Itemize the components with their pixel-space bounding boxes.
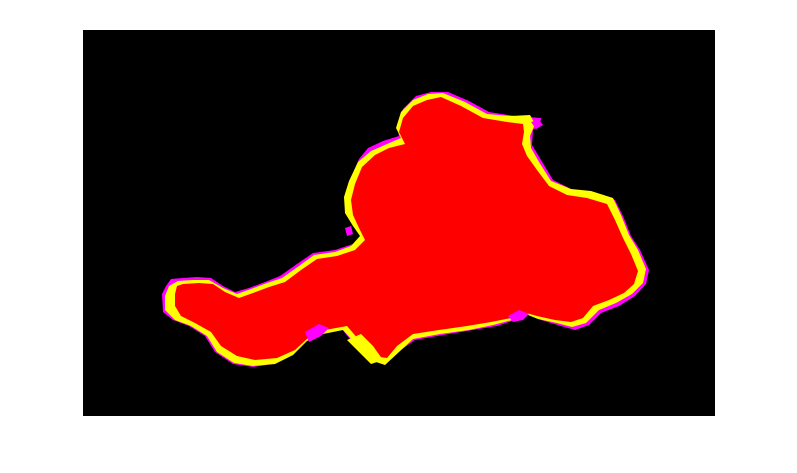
yellow-speck-region: [347, 334, 383, 364]
magenta-speck-region-4: [345, 226, 353, 236]
magenta-speck-region-3: [531, 120, 543, 129]
magenta-speck-region-2: [508, 310, 529, 322]
segmentation-overlay-image: [83, 30, 715, 416]
overlay-svg: [83, 30, 715, 416]
red-overlap-region: [175, 97, 638, 360]
magenta-speck-region: [305, 324, 329, 342]
